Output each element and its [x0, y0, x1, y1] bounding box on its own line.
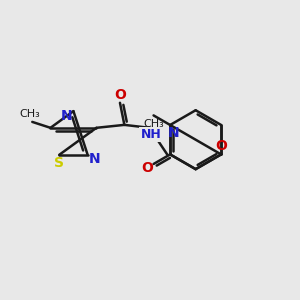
Text: NH: NH	[140, 128, 161, 141]
Text: NH: NH	[140, 128, 161, 141]
Text: O: O	[141, 161, 153, 175]
Text: CH₃: CH₃	[19, 109, 40, 119]
Text: N: N	[167, 126, 179, 140]
Text: N: N	[61, 109, 73, 122]
Text: O: O	[114, 88, 126, 101]
Text: N: N	[88, 152, 100, 166]
Text: O: O	[215, 139, 227, 153]
Text: CH₃: CH₃	[143, 118, 164, 129]
Text: S: S	[54, 156, 64, 170]
